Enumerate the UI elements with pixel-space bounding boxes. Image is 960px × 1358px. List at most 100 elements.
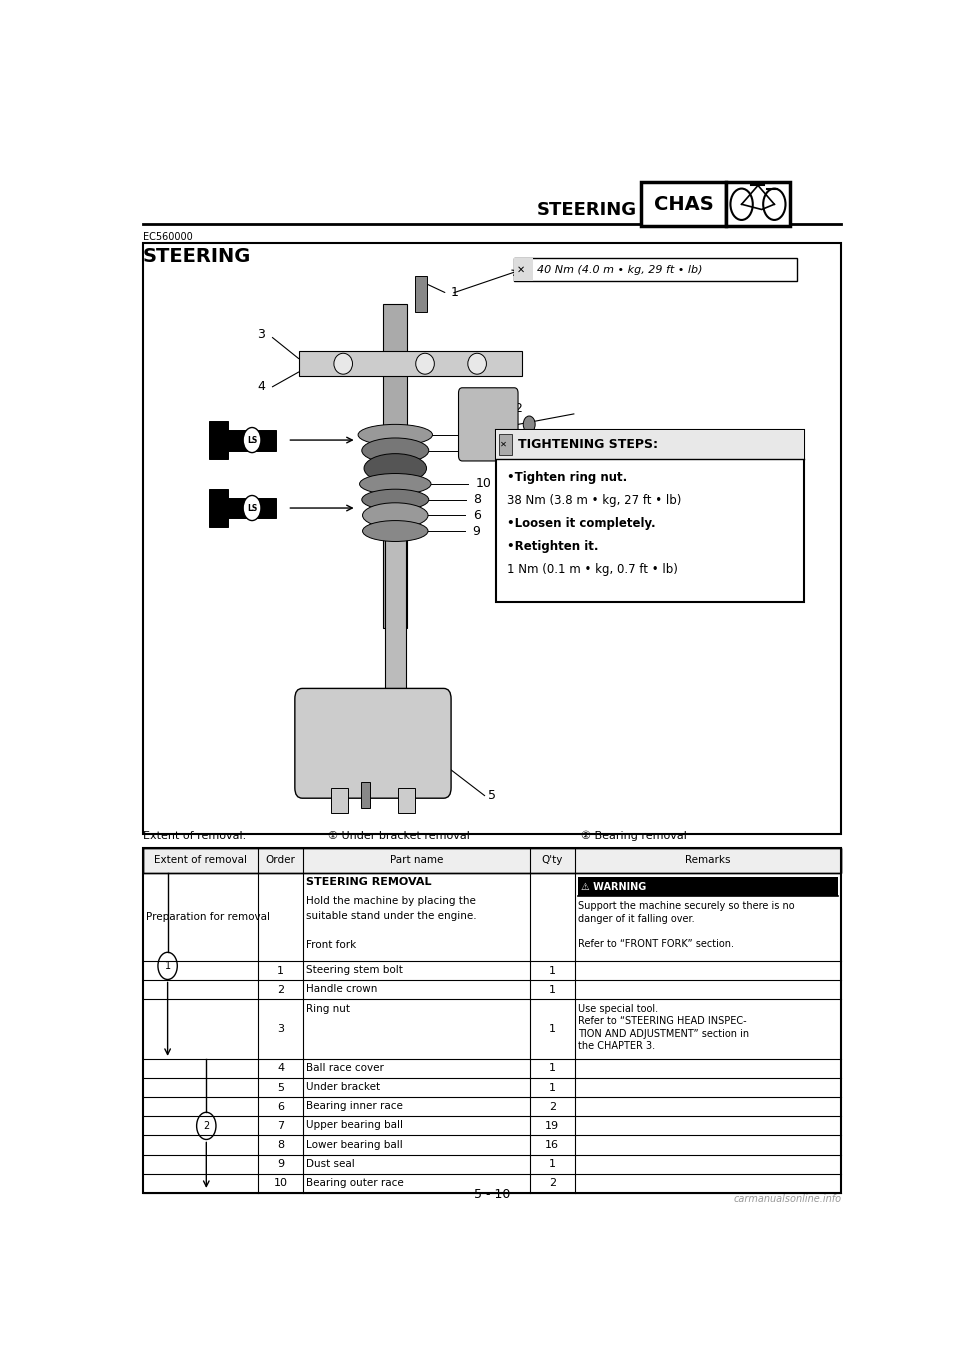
Ellipse shape	[363, 520, 428, 542]
Text: 19: 19	[545, 1120, 560, 1131]
Text: 8: 8	[277, 1139, 284, 1150]
Text: 7: 7	[473, 444, 481, 458]
Text: 5: 5	[489, 789, 496, 803]
Text: 1: 1	[549, 1063, 556, 1073]
Text: LS: LS	[247, 436, 257, 444]
Text: 4: 4	[277, 1063, 284, 1073]
Text: 6: 6	[277, 1101, 284, 1112]
Text: 40 Nm (4.0 m • kg, 29 ft • lb): 40 Nm (4.0 m • kg, 29 ft • lb)	[537, 265, 702, 274]
Bar	[515, 258, 533, 281]
Bar	[397, 788, 416, 813]
Bar	[143, 243, 841, 834]
Text: Under bracket: Under bracket	[306, 1082, 380, 1092]
Text: Use special tool.: Use special tool.	[578, 1004, 658, 1013]
Bar	[299, 352, 522, 376]
Bar	[143, 961, 841, 980]
Text: 1: 1	[549, 1024, 556, 1035]
Text: Hold the machine by placing the: Hold the machine by placing the	[306, 896, 476, 906]
Text: 1: 1	[451, 287, 459, 299]
Bar	[143, 847, 841, 1192]
Bar	[143, 1173, 841, 1192]
Text: ② Bearing removal: ② Bearing removal	[581, 830, 687, 841]
Text: Steering stem bolt: Steering stem bolt	[306, 966, 403, 975]
Text: 2: 2	[549, 1101, 556, 1112]
Text: ✕: ✕	[516, 265, 525, 274]
Text: STEERING: STEERING	[537, 201, 637, 219]
Bar	[209, 421, 228, 459]
Text: Bearing inner race: Bearing inner race	[306, 1101, 403, 1111]
Text: 2: 2	[204, 1120, 209, 1131]
Text: the CHAPTER 3.: the CHAPTER 3.	[578, 1042, 655, 1051]
Ellipse shape	[416, 353, 434, 375]
Text: 2: 2	[515, 402, 522, 416]
Text: 38 Nm (3.8 m • kg, 27 ft • lb): 38 Nm (3.8 m • kg, 27 ft • lb)	[507, 494, 682, 508]
Text: Bearing outer race: Bearing outer race	[306, 1177, 404, 1188]
Bar	[495, 429, 804, 459]
Text: Preparation for removal: Preparation for removal	[146, 913, 270, 922]
Text: Handle crown: Handle crown	[306, 985, 377, 994]
FancyBboxPatch shape	[459, 388, 518, 460]
Bar	[143, 1135, 841, 1154]
Text: Dust seal: Dust seal	[306, 1158, 355, 1169]
Text: 5 - 10: 5 - 10	[474, 1188, 510, 1202]
Text: 1: 1	[549, 1082, 556, 1093]
Bar	[330, 788, 348, 813]
Text: ✕: ✕	[500, 440, 507, 448]
Text: Part name: Part name	[390, 856, 444, 865]
Text: 2: 2	[277, 985, 284, 995]
Ellipse shape	[468, 353, 487, 375]
Bar	[641, 182, 727, 227]
Bar	[416, 276, 427, 312]
Text: Extent of removal:: Extent of removal:	[143, 831, 247, 841]
Text: •Tighten ring nut.: •Tighten ring nut.	[507, 471, 627, 485]
Text: ⚠ WARNING: ⚠ WARNING	[581, 881, 646, 892]
Bar	[143, 1116, 841, 1135]
Ellipse shape	[362, 439, 429, 463]
Text: Ball race cover: Ball race cover	[306, 1063, 384, 1073]
Text: Order: Order	[266, 856, 296, 865]
Text: Lower bearing ball: Lower bearing ball	[306, 1139, 403, 1150]
Circle shape	[523, 416, 535, 433]
Text: Front fork: Front fork	[306, 940, 356, 949]
Text: •Retighten it.: •Retighten it.	[507, 540, 598, 554]
Text: Extent of removal: Extent of removal	[155, 856, 248, 865]
Text: 10: 10	[274, 1179, 288, 1188]
Text: •Loosen it completely.: •Loosen it completely.	[507, 517, 656, 531]
Ellipse shape	[362, 489, 429, 511]
Text: 9: 9	[277, 1160, 284, 1169]
Text: Q'ty: Q'ty	[541, 856, 563, 865]
Text: TION AND ADJUSTMENT” section in: TION AND ADJUSTMENT” section in	[578, 1029, 749, 1039]
Text: LS: LS	[247, 504, 257, 512]
Text: 1 Nm (0.1 m • kg, 0.7 ft • lb): 1 Nm (0.1 m • kg, 0.7 ft • lb)	[507, 564, 678, 576]
Bar	[209, 489, 228, 527]
Text: suitable stand under the engine.: suitable stand under the engine.	[306, 911, 476, 921]
Text: Ring nut: Ring nut	[306, 1004, 350, 1013]
Bar	[498, 433, 512, 455]
Bar	[228, 429, 276, 451]
Text: Remarks: Remarks	[685, 856, 731, 865]
Text: EC560000: EC560000	[143, 232, 193, 243]
Text: 7: 7	[277, 1120, 284, 1131]
Text: 6: 6	[477, 428, 485, 441]
Text: 4: 4	[257, 380, 265, 394]
Ellipse shape	[334, 353, 352, 375]
Text: CHAS: CHAS	[654, 194, 713, 213]
Text: 2: 2	[549, 1179, 556, 1188]
Text: 1: 1	[549, 985, 556, 995]
Text: Refer to “STEERING HEAD INSPEC-: Refer to “STEERING HEAD INSPEC-	[578, 1016, 746, 1027]
Ellipse shape	[363, 502, 428, 528]
Ellipse shape	[358, 425, 432, 445]
Text: Upper bearing ball: Upper bearing ball	[306, 1120, 403, 1130]
Text: 1: 1	[164, 961, 171, 971]
Text: 16: 16	[545, 1139, 560, 1150]
Bar	[515, 258, 797, 281]
Bar	[143, 847, 841, 873]
Text: 1: 1	[549, 1160, 556, 1169]
Bar	[361, 782, 370, 808]
Text: TIGHTENING STEPS:: TIGHTENING STEPS:	[518, 437, 658, 451]
Text: 9: 9	[472, 524, 481, 538]
Bar	[385, 539, 406, 697]
Bar	[143, 1059, 841, 1078]
Bar	[383, 304, 407, 629]
Text: STEERING REMOVAL: STEERING REMOVAL	[306, 877, 431, 887]
